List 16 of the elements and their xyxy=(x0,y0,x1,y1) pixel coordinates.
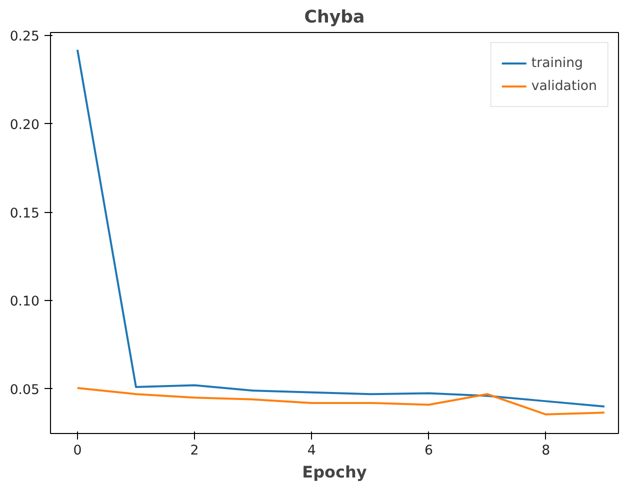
chart-title: Chyba xyxy=(304,8,365,28)
x-axis-title: Epochy xyxy=(302,462,368,482)
x-tick-label: 0 xyxy=(73,444,82,458)
legend-label: training xyxy=(531,56,584,70)
line-series xyxy=(76,386,606,416)
y-tick-label: 0.05 xyxy=(10,382,40,398)
x-tick-label: 4 xyxy=(307,444,316,458)
y-tick-label: 0.25 xyxy=(10,30,40,45)
x-tick-label: 2 xyxy=(190,444,199,458)
x-tick-label: 8 xyxy=(542,444,550,458)
line-series xyxy=(76,48,606,408)
x-tick-label: 6 xyxy=(424,444,434,458)
y-tick-label: 0.10 xyxy=(10,294,40,310)
y-tick-label: 0.15 xyxy=(10,206,40,222)
y-tick-label: 0.20 xyxy=(10,118,40,133)
legend-label: validation xyxy=(531,78,597,94)
